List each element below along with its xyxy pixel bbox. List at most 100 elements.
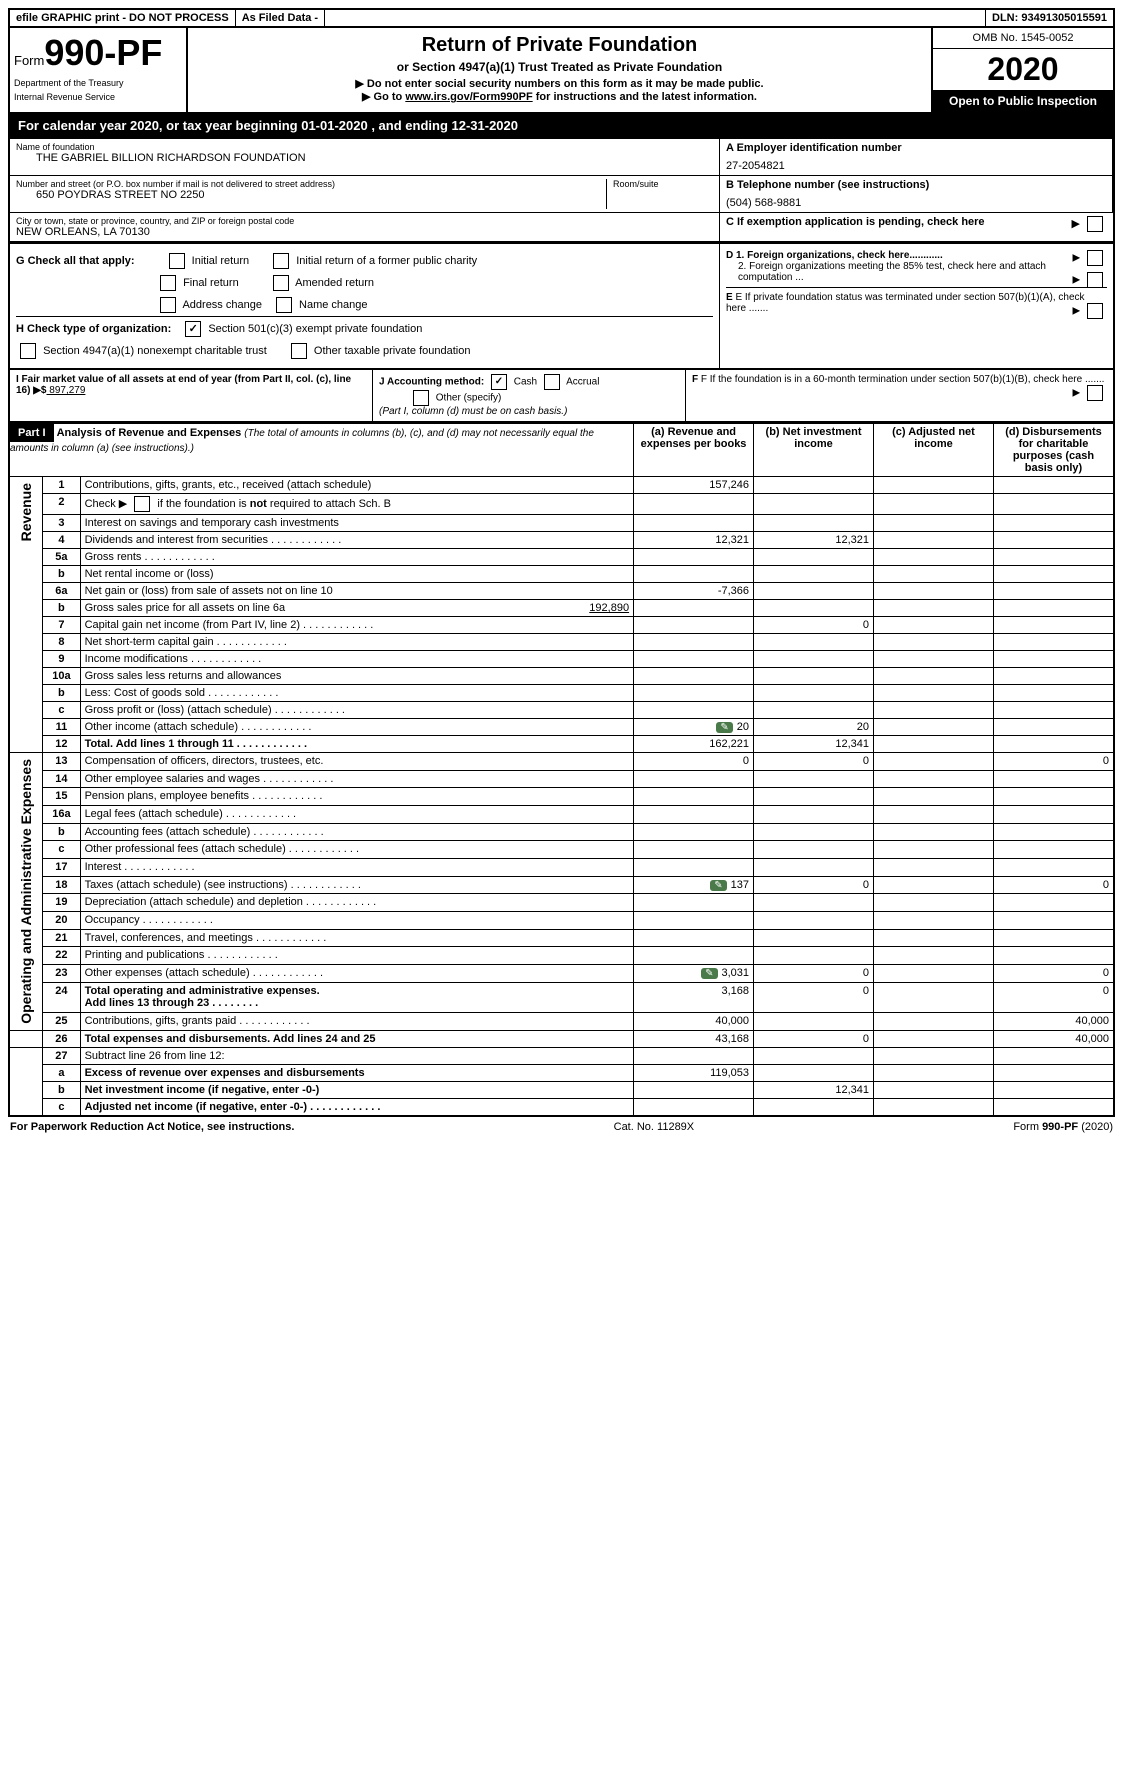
table-row: Operating and Administrative Expenses 13… (9, 753, 1114, 771)
section-g: G Check all that apply: Initial return I… (10, 244, 720, 368)
section-f: F F If the foundation is in a 60-month t… (686, 370, 1113, 421)
table-row: 6aNet gain or (loss) from sale of assets… (9, 583, 1114, 600)
h-other-checkbox[interactable] (291, 343, 307, 359)
efile-label: efile GRAPHIC print - DO NOT PROCESS (10, 10, 236, 26)
table-row: 2Check ▶ if the foundation is not requir… (9, 494, 1114, 515)
asfiled-label: As Filed Data - (236, 10, 325, 26)
h-501c3-checkbox[interactable] (185, 321, 201, 337)
footer-mid: Cat. No. 11289X (614, 1121, 695, 1133)
section-c-cell: C If exemption application is pending, c… (720, 213, 1113, 242)
col-b-header: (b) Net investment income (754, 424, 874, 477)
col-a-header: (a) Revenue and expenses per books (634, 424, 754, 477)
table-row: bAccounting fees (attach schedule) (9, 823, 1114, 841)
attach-icon[interactable]: ✎ (716, 722, 732, 733)
h-4947-checkbox[interactable] (20, 343, 36, 359)
dln-label: DLN: 93491305015591 (986, 10, 1113, 26)
table-row: aExcess of revenue over expenses and dis… (9, 1064, 1114, 1081)
section-j: J Accounting method: Cash Accrual Other … (373, 370, 686, 421)
table-row: 11Other income (attach schedule)✎2020 (9, 719, 1114, 736)
g-final-checkbox[interactable] (160, 275, 176, 291)
d2-checkbox[interactable] (1087, 272, 1103, 288)
ein-cell: A Employer identification number 27-2054… (720, 139, 1113, 176)
expenses-side-label: Operating and Administrative Expenses (14, 755, 38, 1028)
g-amended-checkbox[interactable] (273, 275, 289, 291)
table-row: 26Total expenses and disbursements. Add … (9, 1030, 1114, 1047)
section-g-d: G Check all that apply: Initial return I… (8, 244, 1115, 370)
form-number-block: Form990-PF Department of the Treasury In… (10, 28, 188, 112)
table-row: 7Capital gain net income (from Part IV, … (9, 617, 1114, 634)
footer-left: For Paperwork Reduction Act Notice, see … (10, 1121, 294, 1133)
table-row: 12Total. Add lines 1 through 11162,22112… (9, 736, 1114, 753)
footer: For Paperwork Reduction Act Notice, see … (8, 1117, 1115, 1137)
g-name-checkbox[interactable] (276, 297, 292, 313)
e-checkbox[interactable] (1087, 303, 1103, 319)
table-row: 15Pension plans, employee benefits (9, 788, 1114, 806)
g-address-checkbox[interactable] (160, 297, 176, 313)
foundation-name-cell: Name of foundation THE GABRIEL BILLION R… (10, 139, 720, 176)
header-bar: efile GRAPHIC print - DO NOT PROCESS As … (8, 8, 1115, 28)
attach-icon[interactable]: ✎ (701, 968, 717, 979)
address-cell: Number and street (or P.O. box number if… (10, 176, 720, 213)
section-i: I Fair market value of all assets at end… (10, 370, 373, 421)
r2-checkbox[interactable] (134, 496, 150, 512)
table-row: 17Interest (9, 859, 1114, 877)
table-row: 19Depreciation (attach schedule) and dep… (9, 894, 1114, 912)
j-cash-checkbox[interactable] (491, 374, 507, 390)
table-row: cOther professional fees (attach schedul… (9, 841, 1114, 859)
g-former-checkbox[interactable] (273, 253, 289, 269)
sub-title: or Section 4947(a)(1) Trust Treated as P… (194, 60, 925, 74)
title-center: Return of Private Foundation or Section … (188, 28, 931, 112)
revenue-side-label: Revenue (14, 479, 38, 545)
table-row: 8Net short-term capital gain (9, 634, 1114, 651)
col-c-header: (c) Adjusted net income (874, 424, 994, 477)
c-checkbox[interactable] (1087, 216, 1103, 232)
table-row: Revenue 1 Contributions, gifts, grants, … (9, 477, 1114, 494)
part1-table: Part I Analysis of Revenue and Expenses … (8, 423, 1115, 1117)
part1-label: Part I (10, 424, 54, 442)
table-row: 20Occupancy (9, 912, 1114, 930)
d1-checkbox[interactable] (1087, 250, 1103, 266)
j-accrual-checkbox[interactable] (544, 374, 560, 390)
main-title: Return of Private Foundation (194, 34, 925, 57)
table-row: bLess: Cost of goods sold (9, 685, 1114, 702)
col-d-header: (d) Disbursements for charitable purpose… (993, 424, 1114, 477)
j-other-checkbox[interactable] (413, 390, 429, 406)
table-row: 18Taxes (attach schedule) (see instructi… (9, 876, 1114, 894)
table-row: bNet rental income or (loss) (9, 566, 1114, 583)
table-row: 5aGross rents (9, 549, 1114, 566)
table-row: 27Subtract line 26 from line 12: (9, 1047, 1114, 1064)
section-d-e: D 1. Foreign organizations, check here..… (720, 244, 1113, 368)
table-row: 22Printing and publications (9, 947, 1114, 965)
table-row: 9Income modifications (9, 651, 1114, 668)
table-row: 10aGross sales less returns and allowanc… (9, 668, 1114, 685)
open-inspection: Open to Public Inspection (933, 90, 1113, 112)
instruction-1: ▶ Do not enter social security numbers o… (194, 77, 925, 90)
table-row: 24Total operating and administrative exp… (9, 982, 1114, 1012)
table-row: 25Contributions, gifts, grants paid40,00… (9, 1012, 1114, 1030)
tax-year: 2020 (933, 49, 1113, 90)
irs-link[interactable]: www.irs.gov/Form990PF (405, 91, 532, 103)
section-ijf: I Fair market value of all assets at end… (8, 370, 1115, 423)
table-row: cAdjusted net income (if negative, enter… (9, 1098, 1114, 1116)
table-row: 16aLegal fees (attach schedule) (9, 806, 1114, 824)
city-cell: City or town, state or province, country… (10, 213, 720, 242)
table-row: bGross sales price for all assets on lin… (9, 600, 1114, 617)
omb-number: OMB No. 1545-0052 (933, 28, 1113, 49)
table-row: cGross profit or (loss) (attach schedule… (9, 702, 1114, 719)
title-row: Form990-PF Department of the Treasury In… (8, 28, 1115, 114)
table-row: 23Other expenses (attach schedule)✎3,031… (9, 965, 1114, 983)
table-row: 4Dividends and interest from securities1… (9, 532, 1114, 549)
title-right: OMB No. 1545-0052 2020 Open to Public In… (931, 28, 1113, 112)
phone-cell: B Telephone number (see instructions) (5… (720, 176, 1113, 213)
g-initial-checkbox[interactable] (169, 253, 185, 269)
table-row: bNet investment income (if negative, ent… (9, 1081, 1114, 1098)
instruction-2: ▶ Go to www.irs.gov/Form990PF for instru… (194, 90, 925, 103)
attach-icon[interactable]: ✎ (710, 880, 726, 891)
footer-right: Form 990-PF (2020) (1013, 1121, 1113, 1133)
table-row: 21Travel, conferences, and meetings (9, 929, 1114, 947)
table-row: 3Interest on savings and temporary cash … (9, 515, 1114, 532)
f-checkbox[interactable] (1087, 385, 1103, 401)
table-row: 14Other employee salaries and wages (9, 770, 1114, 788)
info-grid: Name of foundation THE GABRIEL BILLION R… (8, 139, 1115, 244)
calendar-year-row: For calendar year 2020, or tax year begi… (8, 114, 1115, 139)
